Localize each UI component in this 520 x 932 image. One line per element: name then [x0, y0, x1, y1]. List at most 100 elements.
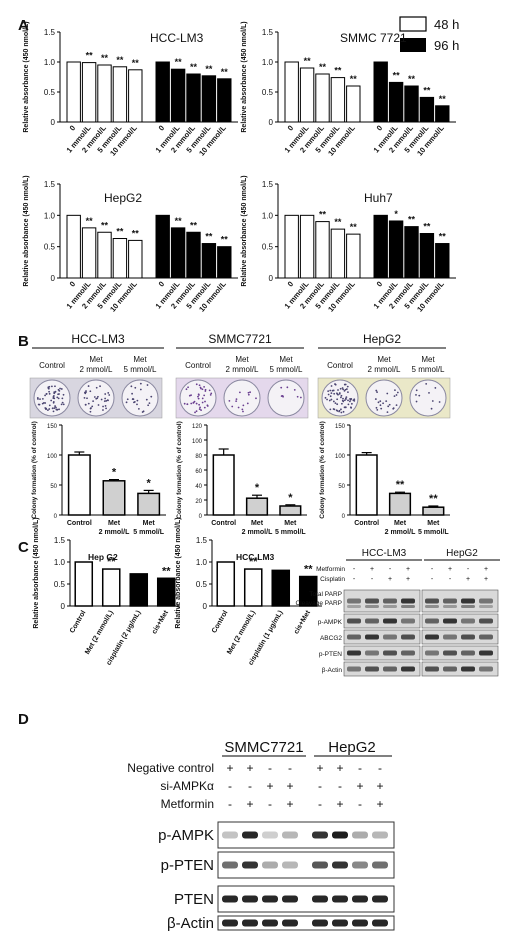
colony-dot [147, 404, 150, 407]
colony-dot [44, 402, 47, 404]
blot-sign: + [286, 779, 293, 793]
blot-membrane [421, 613, 499, 629]
chart-title: HCC-LM3 [236, 552, 275, 562]
colony-dot [62, 393, 65, 396]
blot-band [425, 598, 439, 604]
bar [170, 227, 186, 279]
blot-sign: - [288, 761, 292, 775]
significance-mark: ** [334, 217, 342, 227]
plate-label: Met [235, 355, 249, 364]
blot-condition-label: Cisplatin [320, 576, 345, 583]
blot-band [401, 650, 415, 656]
x-tick-label: Control [211, 520, 236, 527]
significance-mark: ** [304, 564, 313, 576]
panel-label-d: D [18, 711, 29, 728]
x-tick-label: cis+Met [293, 609, 312, 635]
colony-dot [299, 396, 302, 399]
panel-label-b: B [18, 333, 29, 350]
colony-dot [385, 400, 388, 403]
x-tick-label: 0 [375, 280, 385, 289]
colony-dot [52, 410, 55, 413]
blot-sign: - [353, 566, 356, 573]
colony-dot [375, 406, 378, 409]
bar [299, 67, 315, 123]
blot-band [282, 861, 298, 869]
blot-sign: + [388, 576, 392, 583]
colony-dot [340, 408, 342, 411]
plate-label: Met [279, 355, 293, 364]
colony-dot [336, 398, 339, 401]
y-tick-label: 1.0 [196, 558, 208, 567]
bar [422, 506, 445, 516]
colony-dot [335, 409, 338, 412]
bar [435, 105, 450, 123]
chart-title: HepG2 [104, 191, 142, 205]
colony-dot [395, 394, 398, 396]
colony-dot [89, 407, 92, 410]
y-tick-label: 0 [269, 274, 274, 283]
y-tick-label: 150 [335, 424, 346, 430]
colony-dot [195, 383, 198, 386]
colony-dot [343, 399, 346, 402]
colony-dot [99, 385, 101, 388]
y-tick-label: 0 [61, 602, 66, 611]
colony-dot [203, 406, 206, 409]
blot-band [332, 861, 348, 869]
colony-dot [194, 411, 196, 414]
plate-label: Met [421, 355, 435, 364]
colony-dot [199, 406, 201, 409]
bar [315, 73, 330, 123]
colony-dot [48, 392, 51, 395]
colony-dot [376, 408, 379, 411]
blot-condition-label: si-AMPKα [160, 779, 214, 793]
significance-mark: ** [107, 556, 116, 568]
blot-sign: - [268, 797, 272, 811]
colony-dot [350, 406, 353, 409]
colony-dot [103, 400, 106, 403]
colony-dot [52, 397, 55, 400]
colony-dot [102, 405, 104, 408]
plate-label: 2 mmol/L [226, 365, 259, 374]
bar [216, 561, 236, 607]
bar [279, 505, 302, 516]
blot-sign: - [228, 779, 232, 793]
culture-dish [321, 379, 359, 417]
colony-dot [392, 407, 395, 410]
x-tick-label: 5 mmol/L [133, 529, 164, 536]
chart-8: 0 0.5 1.0 1.5 Relative absorbance (450 nmol/… [175, 517, 322, 667]
bar [155, 61, 170, 123]
x-tick-label: cis+Met [151, 609, 170, 635]
blot-sign: + [226, 761, 233, 775]
colony-dot [387, 405, 390, 408]
colony-dot [60, 388, 63, 390]
colony-dot [434, 387, 437, 389]
colony-dot [376, 391, 378, 394]
colony-dot [235, 398, 238, 401]
blot-band [401, 666, 415, 672]
colony-dot [350, 402, 353, 405]
y-tick-label: 0 [51, 118, 56, 127]
blot-band [479, 666, 493, 672]
blot-band [347, 650, 361, 656]
blot-band [372, 895, 388, 903]
significance-mark: ** [221, 235, 229, 245]
colony-dot [198, 384, 201, 387]
significance-mark: ** [190, 220, 198, 230]
colony-dot [201, 397, 204, 400]
blot-band [365, 598, 379, 604]
blot-band [332, 831, 348, 839]
blot-band [401, 598, 415, 604]
colony-dot [242, 410, 244, 413]
colony-dot [197, 397, 200, 400]
panel-label-a: A [18, 17, 29, 34]
blot-protein-label: Cleavage PARP [296, 600, 343, 607]
culture-dish [267, 379, 305, 417]
blot-sign: - [228, 797, 232, 811]
colony-dot [345, 396, 348, 399]
blot-sign: - [467, 566, 470, 573]
x-tick-label: Control [354, 520, 379, 527]
bar [186, 73, 201, 123]
colony-dot [296, 395, 299, 398]
blot-protein-label: Total PARP [309, 591, 342, 598]
